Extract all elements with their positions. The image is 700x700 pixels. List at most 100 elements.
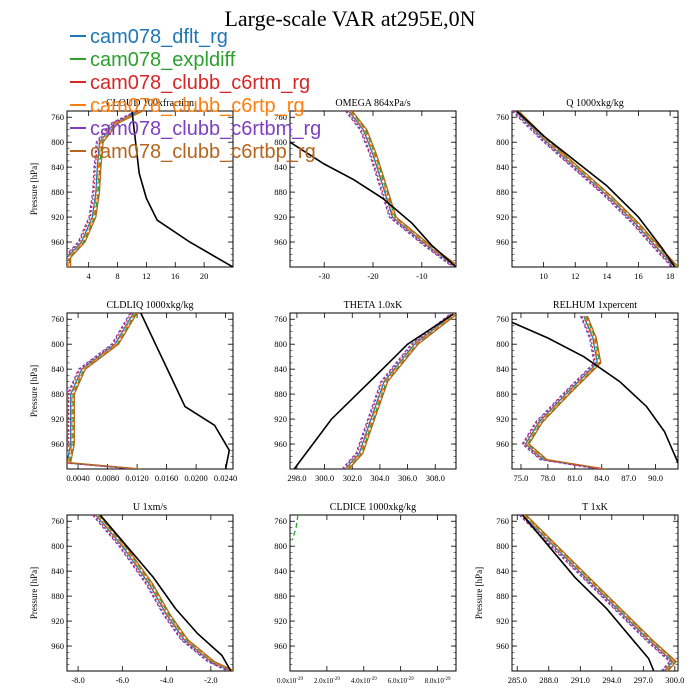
- series-line-cam078_dflt_rg: [514, 111, 676, 267]
- y-tick-label: 800: [274, 137, 287, 147]
- series-line-cam078_dflt_rg: [344, 313, 454, 469]
- y-tick-label: 920: [496, 414, 509, 424]
- x-tick-label: 8.0x10-29: [425, 677, 451, 685]
- series-line-cam078_clubb_c6rtbp_rg: [69, 111, 144, 267]
- y-tick-label: 760: [496, 314, 509, 324]
- y-axis-label: Pressure [hPa]: [29, 365, 39, 417]
- series-line-cam078_clubb_c6rtm_rg: [512, 111, 674, 267]
- y-tick-label: 840: [274, 162, 287, 172]
- plot-frame: [289, 514, 457, 672]
- reference-line: [512, 321, 678, 464]
- reference-line: [99, 515, 232, 671]
- panel-2: Q 1000xkg/kg 760 800 840 880 920 960 10 12 14 16 18: [496, 98, 679, 281]
- series-line-cam078_clubb_c6rtm_rg: [520, 515, 672, 671]
- x-tick-label: 294.0: [602, 675, 621, 685]
- x-tick-label: 297.0: [634, 675, 653, 685]
- panel-4: THETA 1.0xK 760 800 840 880 920 960 298.0 300.0 3…: [274, 300, 457, 483]
- series-line-cam078_clubb_c6rtp_rg: [525, 315, 604, 469]
- y-tick-label: 920: [51, 616, 64, 626]
- panel-7: CLDICE 1000xkg/kg 760 800 840 880 920 960 0.0x1…: [274, 502, 457, 685]
- series-line-cam078_clubb_c6rtp_rg: [67, 111, 141, 267]
- y-tick-label: 840: [51, 566, 64, 576]
- x-tick-label: 20: [200, 271, 209, 281]
- series-line-cam078_clubb_c6rtbm_rg: [92, 515, 228, 671]
- plot-frame: [66, 110, 234, 268]
- series-line-cam078_expldiff: [524, 515, 677, 671]
- series-line-cam078_clubb_c6rtbp_rg: [69, 313, 141, 469]
- plot-frame: [511, 514, 679, 672]
- y-tick-label: 960: [496, 641, 509, 651]
- y-tick-label: 800: [51, 541, 64, 551]
- series-line-cam078_dflt_rg: [348, 111, 456, 267]
- y-tick-label: 880: [274, 591, 287, 601]
- legend-label: cam078_clubb_c6rtbp_rg: [90, 141, 316, 163]
- series-line-cam078_clubb_c6rtm_rg: [346, 111, 455, 267]
- x-tick-label: 0.0040: [66, 473, 89, 483]
- y-tick-label: 760: [51, 516, 64, 526]
- series-line-cam078_clubb_c6rtbm_rg: [512, 111, 673, 267]
- y-tick-label: 760: [51, 112, 64, 122]
- y-tick-label: 960: [51, 237, 64, 247]
- series-line-cam078_dflt_rg: [522, 515, 674, 671]
- panel-title: THETA 1.0xK: [344, 300, 403, 311]
- y-tick-label: 920: [51, 414, 64, 424]
- x-tick-label: -10: [416, 271, 427, 281]
- x-tick-label: 12: [142, 271, 151, 281]
- series-line-cam078_expldiff: [526, 315, 605, 469]
- series-line-cam078_expldiff: [347, 313, 456, 469]
- x-tick-label: 285.0: [508, 675, 527, 685]
- series-line-cam078_dflt_rg: [524, 315, 602, 469]
- series-line-cam078_clubb_c6rtp_rg: [523, 515, 675, 671]
- y-tick-label: 920: [274, 616, 287, 626]
- series-line-cam078_dflt_rg: [67, 313, 138, 469]
- y-tick-label: 920: [51, 212, 64, 222]
- series-line-cam078_clubb_c6rtbp_rg: [528, 315, 606, 469]
- x-tick-label: 75.0: [514, 473, 529, 483]
- legend-label: cam078_expldiff: [90, 49, 236, 71]
- series-line-cam078_clubb_c6rtp_rg: [346, 313, 455, 469]
- series-line-cam078_clubb_c6rtbm_rg: [67, 111, 137, 256]
- plot-frame: [511, 110, 679, 268]
- x-tick-label: 291.0: [571, 675, 590, 685]
- series-line-cam078_clubb_c6rtbm_rg: [341, 313, 451, 469]
- y-tick-label: 960: [274, 439, 287, 449]
- series-line-cam078_dflt_rg: [95, 515, 232, 671]
- y-tick-label: 760: [496, 516, 509, 526]
- x-tick-label: 304.0: [370, 473, 389, 483]
- panel-title: CLDICE 1000xkg/kg: [330, 502, 416, 513]
- reference-line: [521, 515, 655, 671]
- y-tick-label: 920: [496, 212, 509, 222]
- y-tick-label: 760: [274, 112, 287, 122]
- y-tick-label: 960: [51, 439, 64, 449]
- series-line-cam078_clubb_c6rtbp_rg: [525, 515, 678, 671]
- x-tick-label: -6.0: [116, 675, 129, 685]
- panel-title: U 1xm/s: [133, 502, 167, 513]
- y-tick-label: 840: [51, 364, 64, 374]
- legend-label: cam078_clubb_c6rtp_rg: [90, 95, 305, 117]
- x-tick-label: 0.0160: [155, 473, 178, 483]
- x-tick-label: -30: [319, 271, 330, 281]
- y-tick-label: 880: [496, 591, 509, 601]
- x-tick-label: 84.0: [594, 473, 609, 483]
- x-tick-label: 4: [87, 271, 92, 281]
- legend-label: cam078_dflt_rg: [90, 26, 228, 48]
- y-tick-label: 880: [51, 187, 64, 197]
- y-tick-label: 760: [274, 314, 287, 324]
- y-tick-label: 800: [51, 137, 64, 147]
- x-tick-label: 0.0200: [184, 473, 207, 483]
- x-tick-label: 16: [171, 271, 180, 281]
- y-tick-label: 920: [274, 414, 287, 424]
- series-line-cam078_expldiff: [350, 111, 456, 267]
- plot-frame: [289, 312, 457, 470]
- reference-line: [516, 111, 676, 267]
- series-line-cam078_clubb_c6rtm_rg: [67, 313, 136, 469]
- x-tick-label: 18: [666, 271, 675, 281]
- series-line-cam078_clubb_c6rtp_rg: [349, 111, 456, 267]
- series-line-cam078_clubb_c6rtp_rg: [96, 515, 233, 671]
- reference-line: [131, 111, 233, 267]
- x-tick-label: 288.0: [539, 675, 558, 685]
- y-tick-label: 800: [496, 339, 509, 349]
- y-axis-label: Pressure [hPa]: [29, 163, 39, 215]
